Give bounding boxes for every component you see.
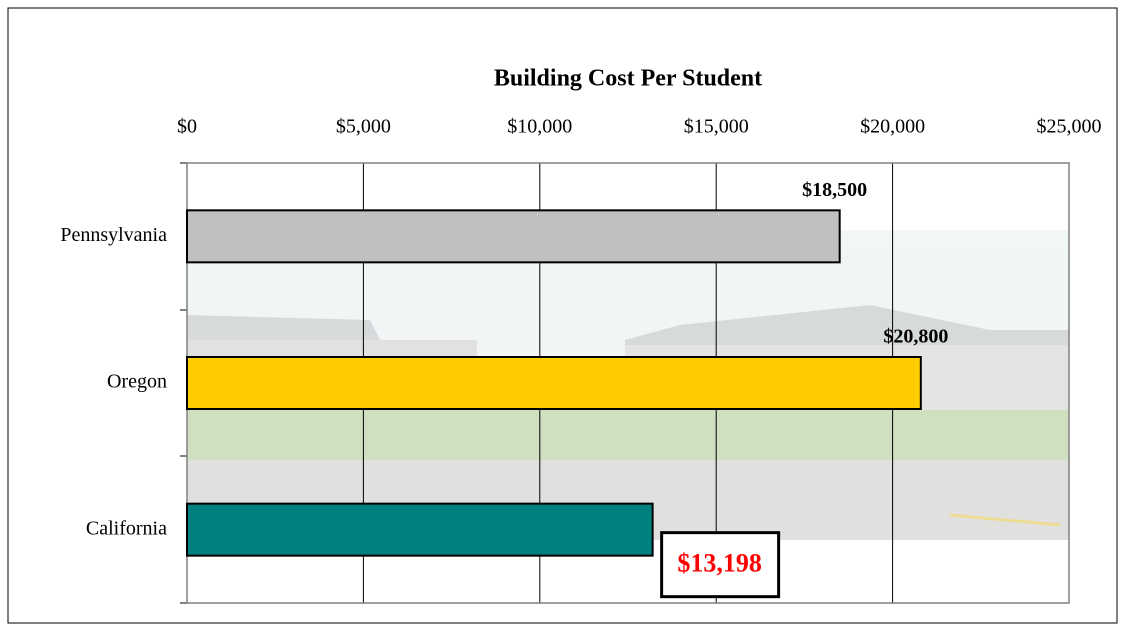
chart: Building Cost Per Student $0 $5,000 $10,00… [0, 0, 1122, 631]
x-tick-label: $20,000 [860, 116, 925, 138]
x-tick-label: $10,000 [507, 116, 572, 138]
bar [187, 357, 921, 409]
value-label: $13,198 [677, 549, 762, 578]
x-tick-label: $15,000 [684, 116, 749, 138]
value-label: $20,800 [883, 326, 948, 348]
y-tick-label: Oregon [107, 371, 167, 393]
y-tick-label: Pennsylvania [60, 224, 167, 246]
x-tick-label: $25,000 [1037, 116, 1102, 138]
value-label: $18,500 [802, 179, 867, 201]
chart-title: Building Cost Per Student [494, 66, 762, 92]
x-tick-label: $5,000 [336, 116, 391, 138]
bar [187, 504, 653, 556]
x-tick-label: $0 [177, 116, 197, 138]
y-tick-label: California [86, 517, 167, 539]
bar [187, 210, 840, 262]
